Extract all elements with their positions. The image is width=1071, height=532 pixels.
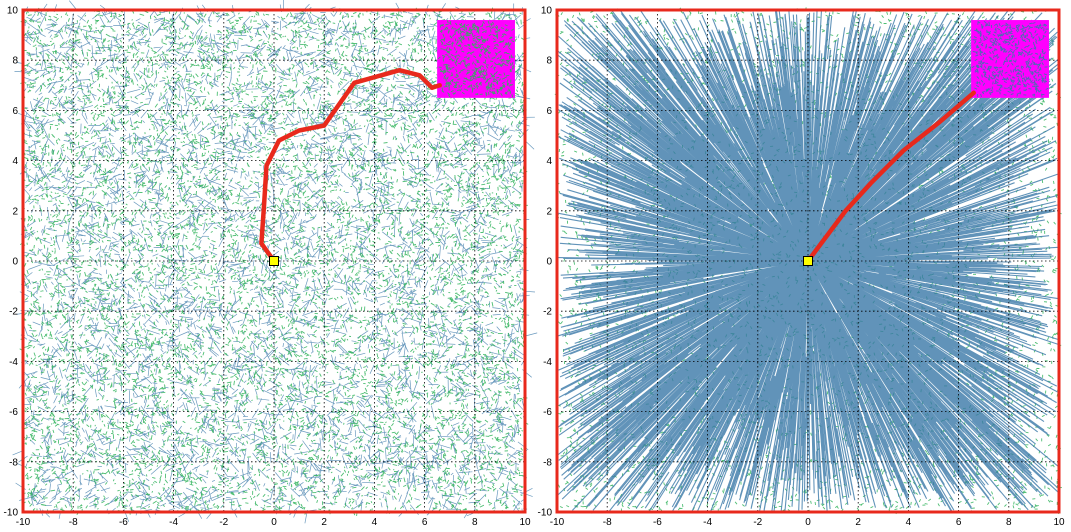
right-x-tick-label: -4 xyxy=(703,517,712,528)
left-goal-layer xyxy=(437,20,515,98)
left-x-tick-label: 0 xyxy=(271,517,277,528)
left-x-tick-label: 2 xyxy=(321,517,327,528)
right-y-tick-label: 4 xyxy=(546,156,552,167)
right-x-tick-label: 4 xyxy=(906,517,912,528)
right-goal-layer xyxy=(971,20,1049,98)
left-y-tick-label: 0 xyxy=(12,257,18,268)
right-panel: -10 -8 -6 -4 -2 0 2 4 6 8 10 -10 -8 -6 -4 -2 0 2 4 6 8 10 xyxy=(538,6,1065,529)
left-y-tick-label: -4 xyxy=(9,357,18,368)
right-tree-layer xyxy=(554,7,1062,515)
left-x-tick-label: -6 xyxy=(119,517,128,528)
right-y-tick-label: 8 xyxy=(546,56,552,67)
right-x-tick-label: 6 xyxy=(956,517,962,528)
right-x-tick-label: -8 xyxy=(603,517,612,528)
right-x-tick-label: -2 xyxy=(753,517,762,528)
left-y-tick-label: 10 xyxy=(7,6,19,17)
right-frame-layer xyxy=(555,8,1061,514)
left-path-layer xyxy=(259,67,442,264)
right-y-tick-label: -10 xyxy=(538,508,553,519)
right-tick-labels: -10 -8 -6 -4 -2 0 2 4 6 8 10 -10 -8 -6 -4 -2 0 2 4 6 8 10 xyxy=(538,6,1065,529)
left-x-tick-label: -10 xyxy=(16,517,31,528)
right-y-tick-label: 2 xyxy=(546,206,552,217)
right-y-tick-label: 6 xyxy=(546,106,552,117)
right-x-tick-label: -6 xyxy=(653,517,662,528)
right-y-tick-label: -6 xyxy=(543,407,552,418)
right-y-tick-label: 0 xyxy=(546,257,552,268)
left-x-tick-label: 10 xyxy=(519,517,531,528)
left-y-tick-label: 2 xyxy=(12,206,18,217)
right-path-layer xyxy=(805,90,976,264)
left-x-tick-label: 8 xyxy=(472,517,478,528)
left-x-tick-label: 6 xyxy=(422,517,428,528)
right-y-tick-label: 10 xyxy=(541,6,553,17)
left-y-tick-label: -10 xyxy=(4,508,19,519)
left-y-tick-label: -2 xyxy=(9,307,18,318)
left-x-tick-label: -2 xyxy=(219,517,228,528)
right-y-tick-label: -8 xyxy=(543,457,552,468)
left-y-tick-label: 4 xyxy=(12,156,18,167)
right-x-tick-label: -10 xyxy=(550,517,565,528)
right-y-tick-label: -4 xyxy=(543,357,552,368)
left-y-tick-label: -6 xyxy=(9,407,18,418)
left-x-tick-label: -8 xyxy=(69,517,78,528)
left-frame-layer xyxy=(21,8,527,514)
left-plot-frame xyxy=(21,8,527,514)
right-start-marker xyxy=(803,256,813,266)
right-plot-frame xyxy=(555,8,1061,514)
right-solution-path xyxy=(805,90,976,264)
right-goal-samples xyxy=(971,20,1049,98)
right-x-tick-label: 10 xyxy=(1053,517,1065,528)
left-goal-samples xyxy=(437,20,515,98)
left-y-tick-label: -8 xyxy=(9,457,18,468)
left-y-tick-label: 6 xyxy=(12,106,18,117)
right-x-tick-label: 8 xyxy=(1006,517,1012,528)
right-tree-edges xyxy=(556,9,1060,513)
left-start-layer xyxy=(269,256,279,266)
right-start-layer xyxy=(803,256,813,266)
right-x-tick-label: 0 xyxy=(805,517,811,528)
left-panel: -10 -8 -6 -4 -2 0 2 4 6 8 10 -10 -8 -6 -4 -2 0 2 4 6 8 10 xyxy=(4,0,538,528)
left-x-tick-label: -4 xyxy=(169,517,178,528)
right-y-tick-label: -2 xyxy=(543,307,552,318)
left-solution-path xyxy=(259,67,442,264)
left-start-marker xyxy=(269,256,279,266)
left-tick-labels: -10 -8 -6 -4 -2 0 2 4 6 8 10 -10 -8 -6 -4 -2 0 2 4 6 8 10 xyxy=(4,6,531,529)
right-x-tick-label: 2 xyxy=(855,517,861,528)
left-y-tick-label: 8 xyxy=(12,56,18,67)
left-x-tick-label: 4 xyxy=(372,517,378,528)
